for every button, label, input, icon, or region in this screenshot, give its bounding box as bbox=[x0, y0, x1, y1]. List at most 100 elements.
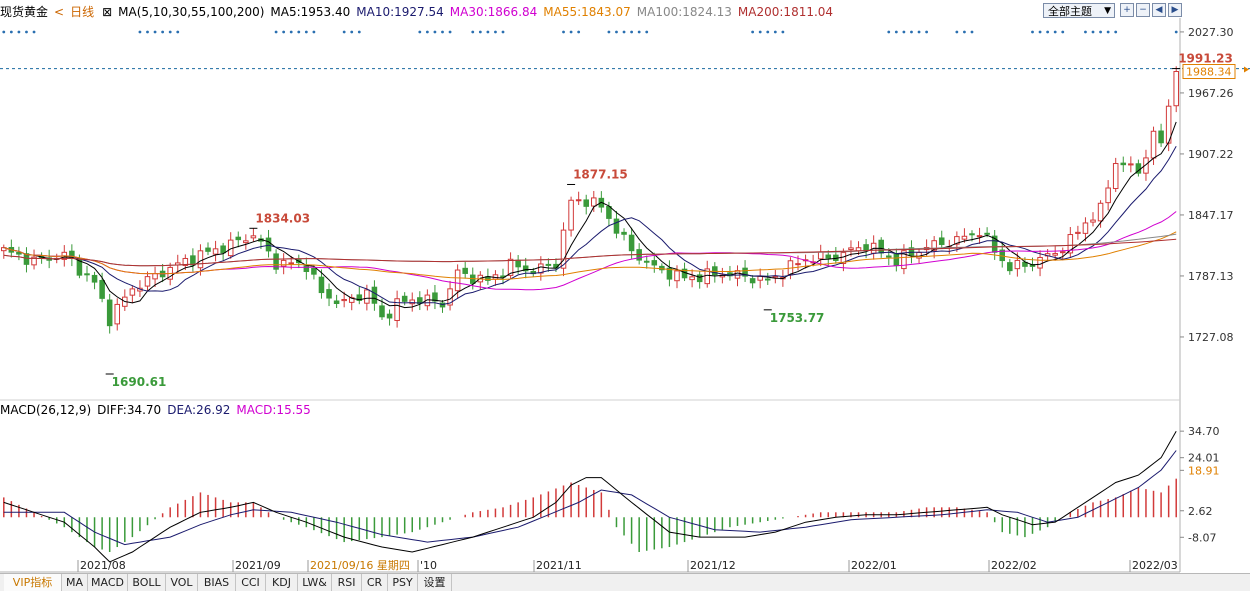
date-marker bbox=[1031, 30, 1034, 34]
tab-8[interactable]: LW& bbox=[298, 574, 332, 591]
date-marker bbox=[1114, 30, 1118, 34]
dea-line bbox=[3, 450, 1177, 546]
ma55-line bbox=[3, 231, 1177, 280]
x-tick-label: 2021/09 bbox=[235, 559, 281, 572]
candle-body bbox=[469, 274, 476, 284]
x-tick-label: 2022/02 bbox=[991, 559, 1037, 572]
candle-body bbox=[908, 247, 915, 256]
candle-body bbox=[265, 237, 272, 252]
date-marker bbox=[569, 30, 573, 34]
zoom-in-icon[interactable]: + bbox=[1120, 3, 1134, 17]
candle-body bbox=[984, 232, 990, 235]
date-marker bbox=[494, 30, 497, 34]
date-marker bbox=[168, 30, 172, 34]
zoom-out-icon[interactable]: − bbox=[1136, 3, 1150, 17]
candle-body bbox=[522, 265, 529, 272]
candle-body bbox=[651, 260, 658, 266]
date-marker bbox=[282, 30, 286, 34]
candle-body bbox=[1097, 202, 1104, 222]
x-tick-label: '10 bbox=[420, 559, 437, 572]
candle-body bbox=[817, 251, 824, 260]
ma55-value: MA55:1843.07 bbox=[543, 5, 631, 19]
tab-4[interactable]: VOL bbox=[166, 574, 198, 591]
candle-body bbox=[23, 253, 30, 265]
candle-body bbox=[280, 259, 287, 267]
date-marker bbox=[350, 30, 354, 34]
tab-5[interactable]: BIAS bbox=[198, 574, 236, 591]
ma100-value: MA100:1824.13 bbox=[636, 5, 732, 19]
macd-y-label: -8.07 bbox=[1188, 531, 1216, 544]
candle-body bbox=[1067, 234, 1074, 254]
candle-body bbox=[886, 255, 892, 258]
candle-body bbox=[1120, 162, 1127, 166]
tab-9[interactable]: RSI bbox=[332, 574, 362, 591]
prev-icon[interactable]: ◀ bbox=[1152, 3, 1166, 17]
date-marker bbox=[615, 30, 618, 34]
candle-body bbox=[712, 266, 718, 276]
candle-body bbox=[1158, 130, 1164, 144]
tab-7[interactable]: KDJ bbox=[266, 574, 298, 591]
candle-body bbox=[613, 218, 620, 234]
date-marker bbox=[146, 30, 149, 34]
x-tick-label: 2021/12 bbox=[690, 559, 736, 572]
next-icon[interactable]: ▶ bbox=[1168, 3, 1182, 17]
macd-legend: MACD(26,12,9) DIFF:34.70 DEA:26.92 MACD:15.… bbox=[0, 403, 317, 417]
date-marker bbox=[501, 30, 505, 34]
theme-label: 全部主题 bbox=[1048, 5, 1092, 18]
date-marker bbox=[925, 30, 929, 34]
candle-body bbox=[1112, 163, 1119, 190]
candle-body bbox=[364, 289, 370, 304]
date-marker bbox=[2, 30, 6, 34]
candle-body bbox=[152, 273, 158, 280]
current-price-label: 1988.34 bbox=[1186, 66, 1232, 79]
date-marker bbox=[902, 30, 906, 34]
back-button[interactable]: < 日线 bbox=[54, 5, 95, 19]
candle-body bbox=[931, 240, 937, 251]
date-marker bbox=[176, 30, 180, 34]
current-price-tag bbox=[1182, 64, 1236, 80]
ma-icon[interactable]: ⊠ bbox=[102, 5, 113, 19]
candle-body bbox=[1150, 130, 1157, 159]
theme-dropdown[interactable]: 全部主题 ▼ bbox=[1043, 3, 1115, 18]
date-marker bbox=[1084, 30, 1087, 34]
candle-body bbox=[515, 259, 521, 268]
ma200-line bbox=[3, 238, 1177, 267]
date-marker bbox=[1061, 30, 1065, 34]
candle-body bbox=[341, 299, 347, 302]
candle-body bbox=[144, 276, 151, 287]
date-marker bbox=[274, 30, 278, 34]
tab-3[interactable]: BOLL bbox=[128, 574, 166, 591]
y-tick-label: 1727.08 bbox=[1188, 331, 1234, 344]
candle-body bbox=[409, 299, 416, 305]
macd-y-label: 2.62 bbox=[1188, 505, 1213, 518]
date-marker bbox=[425, 30, 429, 34]
date-marker bbox=[1053, 30, 1057, 34]
tab-1[interactable]: MA bbox=[62, 574, 88, 591]
y-tick-label: 2027.30 bbox=[1188, 26, 1234, 39]
candle-body bbox=[976, 235, 983, 238]
candle-body bbox=[205, 247, 211, 252]
date-marker bbox=[758, 30, 762, 34]
candle-body bbox=[1037, 256, 1043, 269]
date-marker bbox=[471, 30, 475, 34]
price-arrow-icon bbox=[1244, 66, 1249, 73]
date-marker bbox=[486, 30, 490, 34]
annotation-label: 1753.77 bbox=[770, 311, 825, 325]
tab-11[interactable]: PSY bbox=[388, 574, 418, 591]
tab-2[interactable]: MACD bbox=[88, 574, 128, 591]
candle-body bbox=[893, 253, 900, 267]
x-tick-label: 2022/03 bbox=[1132, 559, 1178, 572]
tab-6[interactable]: CCI bbox=[236, 574, 266, 591]
date-marker bbox=[1106, 30, 1110, 34]
candle-body bbox=[432, 292, 438, 302]
date-marker bbox=[448, 30, 452, 34]
candle-body bbox=[1059, 251, 1066, 254]
candle-body bbox=[1014, 259, 1021, 270]
tab-0[interactable]: VIP指标 bbox=[4, 574, 62, 591]
tab-12[interactable]: 设置 bbox=[418, 574, 452, 591]
macd-y-label: 18.91 bbox=[1188, 464, 1220, 477]
date-marker bbox=[637, 30, 641, 34]
candle-body bbox=[288, 262, 294, 265]
tab-10[interactable]: CR bbox=[362, 574, 388, 591]
